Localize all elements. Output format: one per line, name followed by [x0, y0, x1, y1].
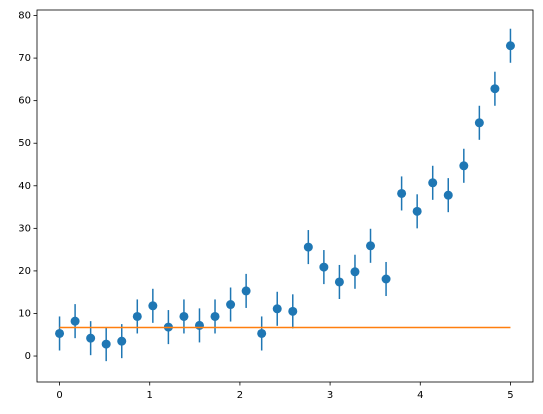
- data-point: [288, 306, 298, 316]
- y-tick-label: 50: [18, 138, 31, 149]
- data-point: [490, 84, 500, 94]
- data-point: [505, 41, 515, 51]
- data-point: [319, 262, 329, 272]
- data-point: [148, 301, 158, 311]
- data-point: [101, 339, 111, 349]
- y-tick-label: 10: [18, 308, 31, 319]
- data-point: [257, 328, 267, 338]
- data-point: [272, 304, 282, 314]
- data-point: [350, 267, 360, 277]
- data-point: [86, 333, 96, 343]
- data-point: [132, 311, 142, 321]
- data-point: [179, 311, 189, 321]
- y-tick-label: 30: [18, 223, 31, 234]
- data-point: [459, 161, 469, 171]
- data-point: [397, 188, 407, 198]
- y-tick-label: 80: [18, 11, 31, 22]
- plot-frame: [36, 9, 534, 383]
- y-tick-label: 60: [18, 96, 31, 107]
- data-point: [55, 328, 65, 338]
- x-tick-label: 2: [237, 390, 243, 401]
- data-point: [474, 118, 484, 128]
- data-point: [226, 300, 236, 310]
- data-point: [70, 316, 80, 326]
- x-tick-label: 0: [56, 390, 62, 401]
- y-tick-label: 0: [25, 351, 31, 362]
- data-point: [210, 311, 220, 321]
- data-point: [412, 206, 422, 216]
- data-point: [117, 336, 127, 346]
- data-point: [194, 320, 204, 330]
- data-point: [334, 277, 344, 287]
- data-point: [428, 178, 438, 188]
- y-tick-label: 40: [18, 181, 31, 192]
- data-point: [241, 286, 251, 296]
- plot-area: [37, 10, 533, 382]
- data-point: [303, 242, 313, 252]
- x-tick-label: 4: [417, 390, 423, 401]
- x-tick-label: 1: [147, 390, 153, 401]
- y-tick-label: 70: [18, 53, 31, 64]
- x-tick-label: 5: [507, 390, 513, 401]
- y-tick-label: 20: [18, 266, 31, 277]
- data-point: [443, 190, 453, 200]
- data-point: [381, 274, 391, 284]
- data-point: [366, 241, 376, 251]
- x-tick-label: 3: [327, 390, 333, 401]
